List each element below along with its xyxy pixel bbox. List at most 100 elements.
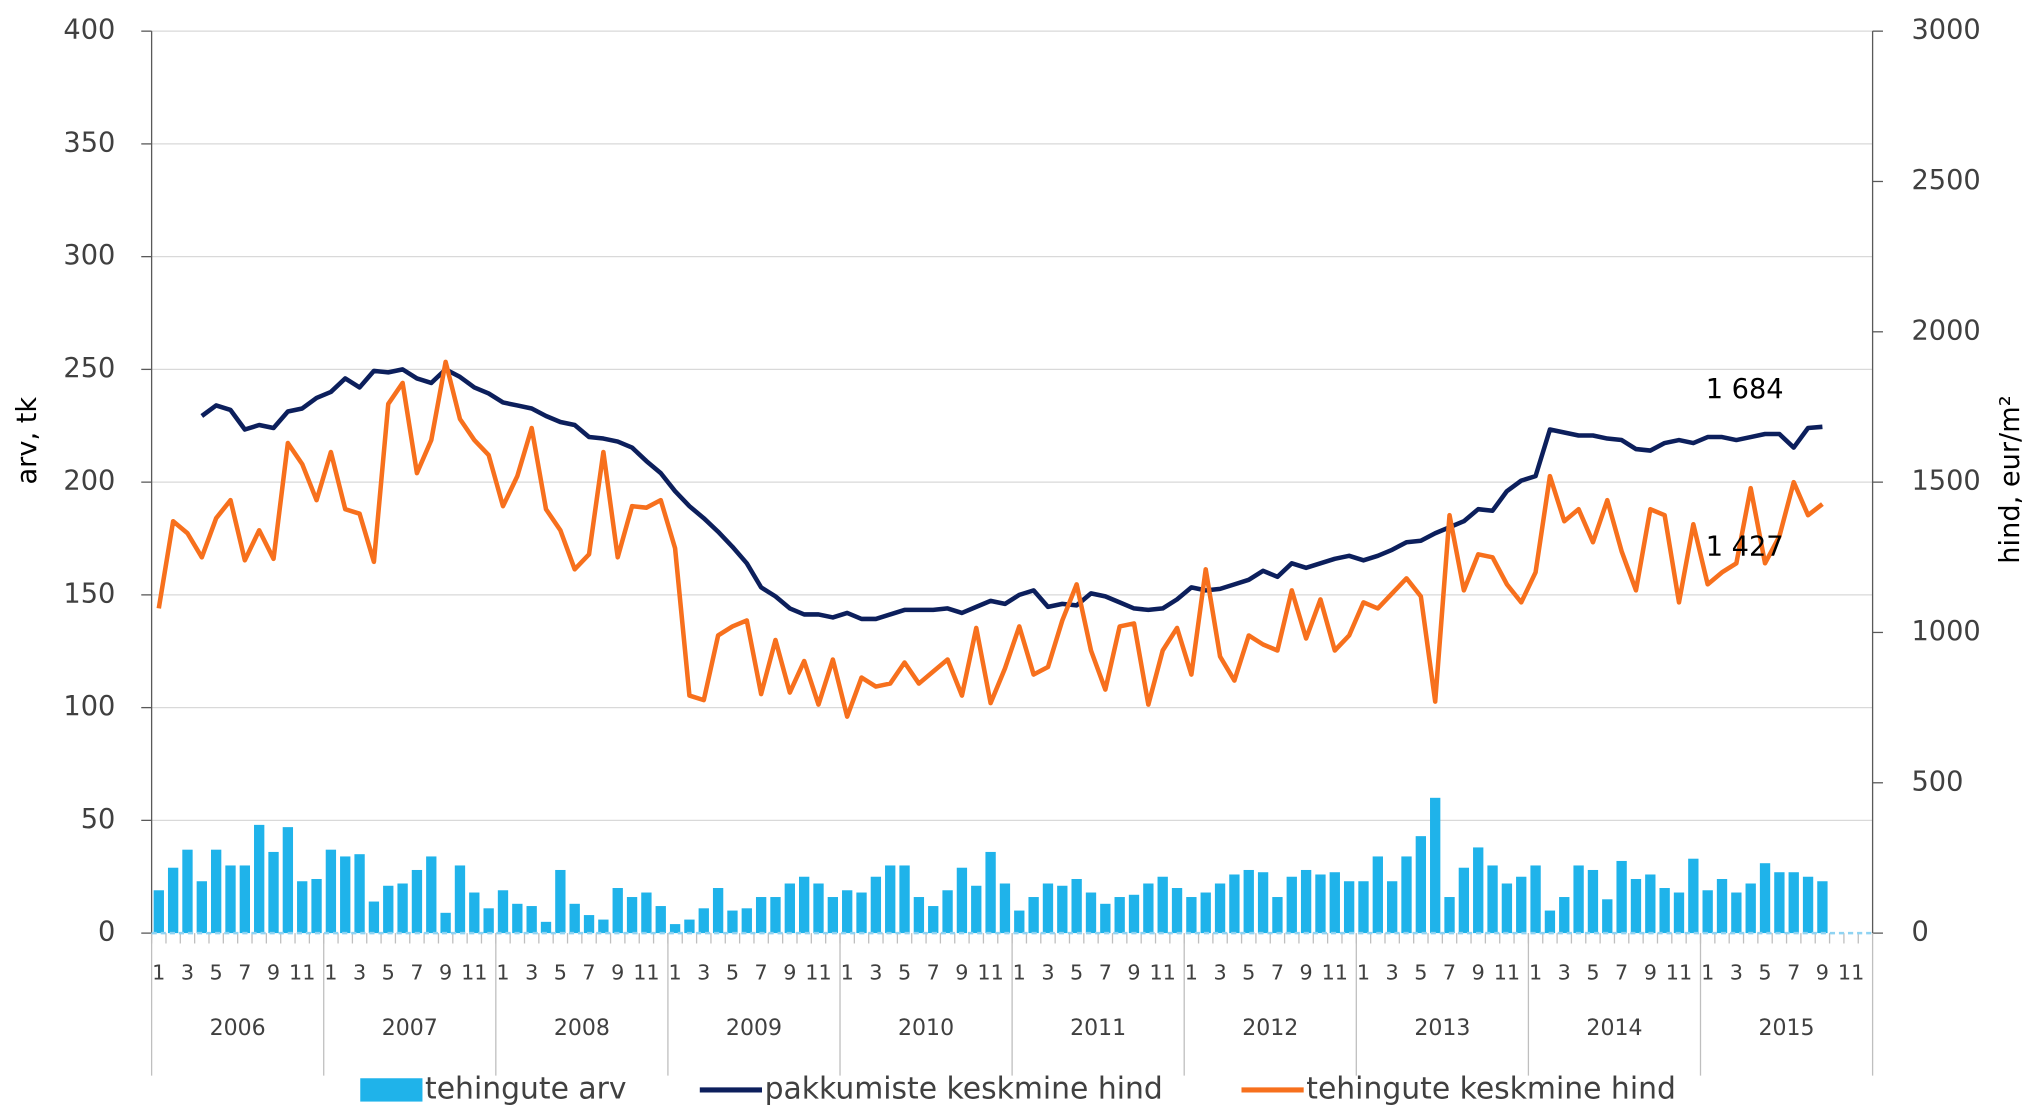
bar [813, 883, 824, 934]
line [156, 359, 1824, 719]
x-tick-label: 9 [1816, 960, 1829, 984]
bar [426, 856, 437, 934]
bar [827, 897, 839, 934]
x-tick-label: 11 [977, 960, 1003, 984]
bar [1300, 869, 1312, 934]
bar [1516, 876, 1527, 934]
legend-swatch [360, 1078, 423, 1102]
x-tick-label: 11 [1838, 960, 1864, 984]
bar [669, 924, 681, 934]
y2-tick-label: 2000 [1911, 315, 1980, 346]
bar [712, 888, 724, 934]
x-tick-label: 1 [1529, 960, 1542, 984]
bar [583, 915, 595, 934]
y-tick-label: 50 [81, 804, 116, 835]
y-tick-label: 400 [63, 15, 115, 46]
bar [899, 865, 910, 934]
bar [1100, 903, 1111, 934]
bar [755, 897, 767, 934]
y2-tick-label: 0 [1911, 917, 1928, 948]
x-tick-label: 3 [697, 960, 710, 984]
bar [1229, 874, 1240, 934]
bar [1716, 878, 1728, 934]
bar [1659, 888, 1670, 934]
x-tick-label: 7 [582, 960, 595, 984]
x-tick-label: 7 [755, 960, 768, 984]
bar [1559, 897, 1570, 934]
bar [1315, 874, 1326, 934]
bar [454, 865, 466, 934]
x-tick-label: 9 [611, 960, 624, 984]
x-tick-label: 5 [1586, 960, 1599, 984]
year-label: 2007 [382, 1016, 438, 1041]
line [200, 367, 1823, 622]
x-tick-label: 11 [461, 960, 487, 984]
x-tick-label: 3 [353, 960, 366, 984]
x-tick-label: 3 [1213, 960, 1226, 984]
bar [626, 897, 638, 934]
x-tick-label: 1 [152, 960, 165, 984]
y-tick-label: 0 [98, 917, 115, 948]
bar [254, 824, 265, 934]
bar [856, 892, 867, 934]
bar [698, 908, 709, 934]
bar [153, 890, 164, 934]
legend-label: tehingute keskmine hind [1306, 1071, 1676, 1106]
bar [1386, 881, 1398, 934]
bar [1817, 881, 1828, 934]
x-tick-label: 1 [841, 960, 854, 984]
bar [1501, 883, 1513, 934]
y2-tick-label: 500 [1911, 766, 1963, 797]
bar [985, 851, 996, 934]
data-label: 1 427 [1706, 532, 1784, 563]
bar [1114, 897, 1125, 934]
x-tick-label: 5 [1758, 960, 1771, 984]
x-tick-label: 5 [554, 960, 567, 984]
x-tick-label: 7 [1099, 960, 1112, 984]
x-tick-label: 9 [267, 960, 280, 984]
bar [1430, 797, 1441, 934]
bar [928, 906, 939, 934]
x-tick-label: 1 [1701, 960, 1714, 984]
x-tick-label: 11 [633, 960, 659, 984]
y-tick-label: 100 [63, 691, 115, 722]
bar [641, 892, 652, 934]
bar [397, 883, 408, 934]
x-tick-label: 5 [898, 960, 911, 984]
bar [770, 897, 781, 934]
bar [842, 890, 853, 934]
bar [1157, 876, 1168, 934]
x-tick-label: 11 [805, 960, 831, 984]
y2-axis-title: hind, eur/m² [1995, 395, 2026, 563]
bar [784, 883, 795, 934]
bar [497, 890, 509, 934]
x-tick-label: 5 [1242, 960, 1255, 984]
bar [1444, 897, 1455, 934]
bar [1630, 878, 1642, 934]
bar [325, 849, 337, 934]
bar [1257, 872, 1269, 934]
bar [1458, 867, 1470, 934]
bar [870, 876, 882, 934]
bar [282, 827, 294, 934]
y-tick-label: 250 [63, 353, 115, 384]
x-tick-label: 11 [1666, 960, 1692, 984]
y2-tick-label: 1500 [1911, 466, 1980, 497]
bar [167, 867, 179, 934]
x-tick-label: 5 [210, 960, 223, 984]
x-tick-label: 5 [1070, 960, 1083, 984]
bar [956, 867, 968, 934]
x-tick-label: 7 [1615, 960, 1628, 984]
bar [1057, 885, 1068, 934]
bar [239, 865, 251, 934]
bar [684, 919, 695, 934]
bar [1602, 899, 1613, 934]
bar [913, 897, 925, 934]
bar [942, 890, 953, 934]
y-tick-label: 150 [63, 578, 115, 609]
y2-tick-label: 2500 [1911, 165, 1980, 196]
x-tick-label: 9 [955, 960, 968, 984]
bar [741, 908, 752, 934]
bar [1186, 897, 1197, 934]
